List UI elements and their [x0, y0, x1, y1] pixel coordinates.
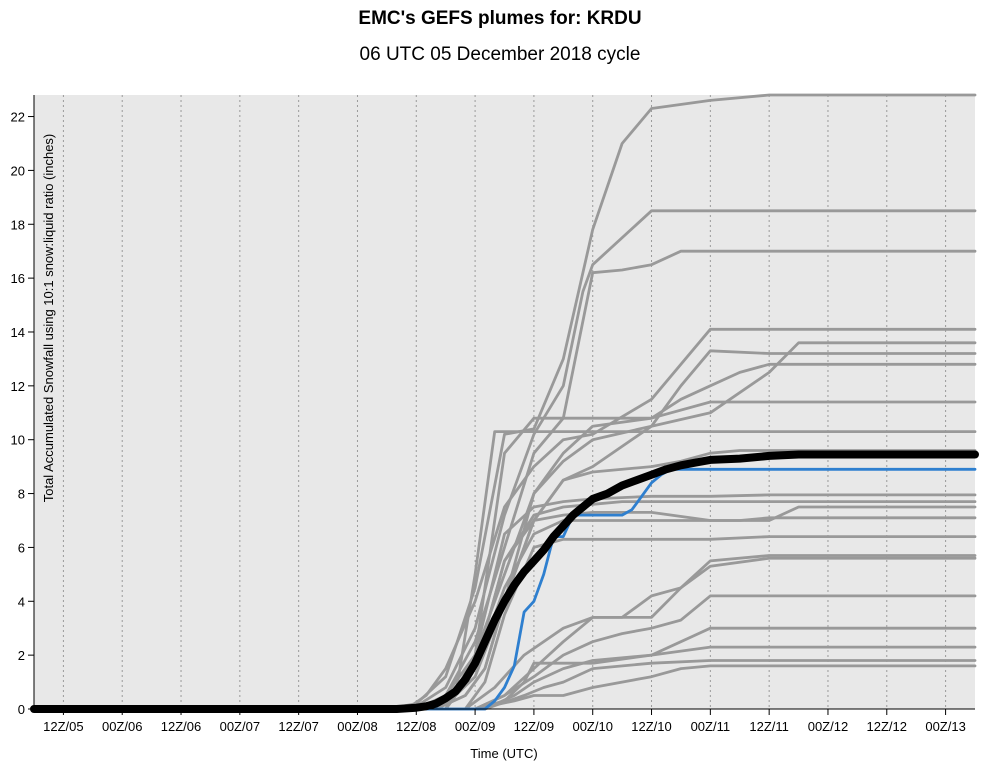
- y-tick-label: 14: [11, 325, 25, 340]
- ensemble-mean-line: [30, 450, 979, 713]
- y-tick-label: 20: [11, 163, 25, 178]
- x-tick-label: 00Z/11: [691, 719, 731, 734]
- vertical-grid: [62, 95, 947, 709]
- y-axis-title: Total Accumulated Snowfall using 10:1 sn…: [41, 134, 56, 503]
- y-tick-label: 12: [11, 379, 25, 394]
- ensemble-member-line: [32, 449, 977, 711]
- x-tick-label: 12Z/12: [867, 719, 907, 734]
- y-tick-label: 4: [18, 594, 25, 609]
- x-tick-label: 00Z/07: [220, 719, 260, 734]
- chart-subtitle: 06 UTC 05 December 2018 cycle: [359, 44, 641, 65]
- y-tick-label: 16: [11, 271, 25, 286]
- x-tick-label: 00Z/12: [808, 719, 848, 734]
- x-tick-label: 00Z/09: [455, 719, 495, 734]
- ensemble-member-line: [32, 327, 977, 711]
- x-tick-label: 00Z/10: [572, 719, 612, 734]
- chart-title: EMC's GEFS plumes for: KRDU: [358, 8, 642, 29]
- x-tick-label: 12Z/07: [278, 719, 318, 734]
- y-tick-label: 8: [18, 487, 25, 502]
- y-tick-label: 22: [11, 110, 25, 125]
- x-tick-label: 12Z/09: [514, 719, 554, 734]
- x-tick-label: 12Z/06: [161, 719, 201, 734]
- x-tick-label: 12Z/10: [631, 719, 671, 734]
- x-tick-label: 12Z/08: [396, 719, 436, 734]
- x-tick-label: 12Z/05: [43, 719, 83, 734]
- y-tick-label: 10: [11, 433, 25, 448]
- x-tick-label: 00Z/08: [337, 719, 377, 734]
- y-tick-label: 6: [18, 540, 25, 555]
- y-tick-label: 0: [18, 702, 25, 717]
- x-tick-label: 12Z/11: [749, 719, 789, 734]
- series-layer: [30, 93, 979, 713]
- x-axis-title: Time (UTC): [470, 746, 537, 761]
- y-tick-label: 2: [18, 648, 25, 663]
- x-tick-label: 00Z/13: [925, 719, 965, 734]
- y-axis-ticks: 0 2 4 6 8 10 12 14 16 18 20 22: [11, 110, 34, 717]
- x-tick-label: 00Z/06: [102, 719, 142, 734]
- x-axis-ticks: 12Z/05 00Z/06 12Z/06 00Z/07 12Z/07 00Z/08 12Z/…: [43, 709, 966, 734]
- y-tick-label: 18: [11, 217, 25, 232]
- ensemble-member-line: [32, 664, 977, 711]
- ensemble-member-line: [32, 535, 977, 711]
